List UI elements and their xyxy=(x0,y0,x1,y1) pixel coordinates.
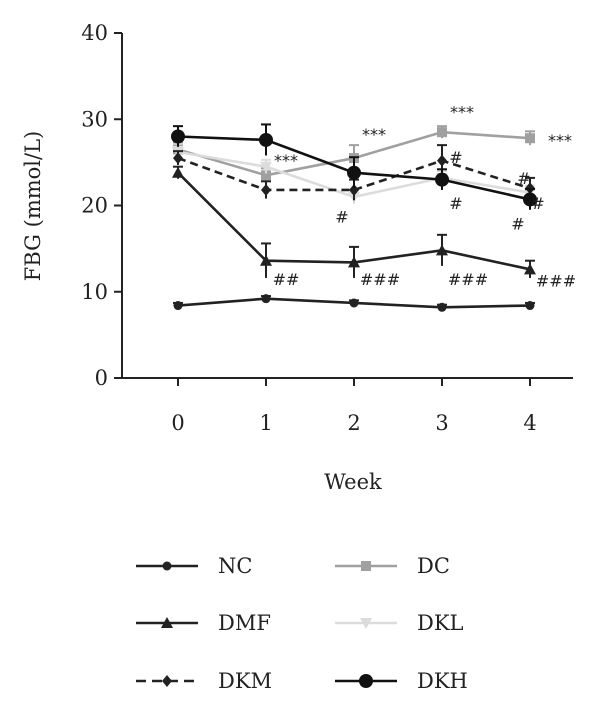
y-tick-label-4: 40 xyxy=(81,21,108,45)
point-NC-1 xyxy=(261,294,271,304)
annotation-0: *** xyxy=(274,151,298,170)
legend-item-DKH: DKH xyxy=(335,669,468,693)
y-axis-label: FBG (mmol/L) xyxy=(21,131,45,281)
legend-label-DC: DC xyxy=(417,554,450,578)
legend-marker-DKM xyxy=(162,675,172,687)
legend-marker-DKH xyxy=(359,674,373,688)
point-NC-2 xyxy=(349,298,359,308)
annotation-12: # xyxy=(531,194,544,213)
y-tick-label-2: 20 xyxy=(81,194,108,218)
legend-item-DC: DC xyxy=(335,554,450,578)
x-tick-label-1: 1 xyxy=(259,411,272,435)
point-NC-3 xyxy=(437,302,447,312)
point-DKM-2 xyxy=(349,183,359,196)
line-DKM xyxy=(177,156,531,192)
legend-item-NC: NC xyxy=(136,554,252,578)
legend-label-DMF: DMF xyxy=(218,611,271,635)
annotation-2: *** xyxy=(450,102,474,121)
x-axis-label: Week xyxy=(324,470,382,494)
legend-label-NC: NC xyxy=(218,554,252,578)
annotation-5: ### xyxy=(360,270,400,289)
annotation-9: # xyxy=(449,148,462,167)
point-NC-4 xyxy=(525,301,535,311)
legend-label-DKL: DKL xyxy=(417,611,464,635)
annotation-11: # xyxy=(517,169,530,188)
y-tick-label-0: 0 xyxy=(95,366,108,390)
annotation-3: *** xyxy=(548,131,572,150)
legend-marker-NC xyxy=(162,561,172,571)
x-tick-label-3: 3 xyxy=(435,411,448,435)
point-DKH-2 xyxy=(347,165,361,180)
point-DKH-1 xyxy=(259,132,273,147)
annotation-6: ### xyxy=(448,270,488,289)
legend-marker-DKL xyxy=(360,618,372,629)
point-DC-3 xyxy=(437,127,447,138)
legend-label-DKM: DKM xyxy=(218,669,272,693)
legend-label-DKH: DKH xyxy=(417,669,468,693)
annotation-1: *** xyxy=(362,125,386,144)
point-DKH-0 xyxy=(171,129,185,144)
legend-marker-DC xyxy=(361,561,371,571)
point-DMF-1 xyxy=(260,254,272,266)
series-NC xyxy=(173,294,535,312)
point-DKM-0 xyxy=(173,152,183,165)
annotation-8: # xyxy=(335,208,348,227)
x-tick-label-4: 4 xyxy=(523,411,536,435)
point-DMF-3 xyxy=(436,244,448,256)
legend: NC DC DMF DKL DKM DKH xyxy=(136,554,468,693)
x-tick-label-2: 2 xyxy=(347,411,360,435)
point-DKH-4 xyxy=(523,192,537,207)
point-DKM-1 xyxy=(261,183,271,196)
annotation-13: # xyxy=(511,215,524,234)
axes: 0 10 20 30 40 0 1 2 3 4 xyxy=(81,21,573,435)
point-DC-1 xyxy=(261,170,271,181)
legend-item-DMF: DMF xyxy=(136,611,271,635)
annotation-layer: ************## ### ### ######### xyxy=(273,102,577,290)
point-NC-0 xyxy=(173,301,183,311)
annotation-4: ## xyxy=(273,270,300,289)
point-DKL-1 xyxy=(260,161,272,173)
series-DKM xyxy=(173,144,535,201)
annotation-10: # xyxy=(449,194,462,213)
x-tick-label-0: 0 xyxy=(171,411,184,435)
series-DKH xyxy=(171,123,537,210)
point-DMF-0 xyxy=(172,166,184,178)
legend-marker-DMF xyxy=(161,617,173,628)
y-tick-label-1: 10 xyxy=(81,280,108,304)
point-DC-4 xyxy=(525,133,535,144)
legend-item-DKL: DKL xyxy=(335,611,464,635)
series-DMF xyxy=(172,165,536,278)
point-DKM-3 xyxy=(437,154,447,167)
point-DMF-4 xyxy=(524,263,536,275)
series-layer xyxy=(171,123,537,312)
annotation-7: ### xyxy=(536,272,576,291)
point-DMF-2 xyxy=(348,256,360,268)
legend-item-DKM: DKM xyxy=(136,669,272,693)
point-DKH-3 xyxy=(435,172,449,187)
y-tick-label-3: 30 xyxy=(81,107,108,131)
